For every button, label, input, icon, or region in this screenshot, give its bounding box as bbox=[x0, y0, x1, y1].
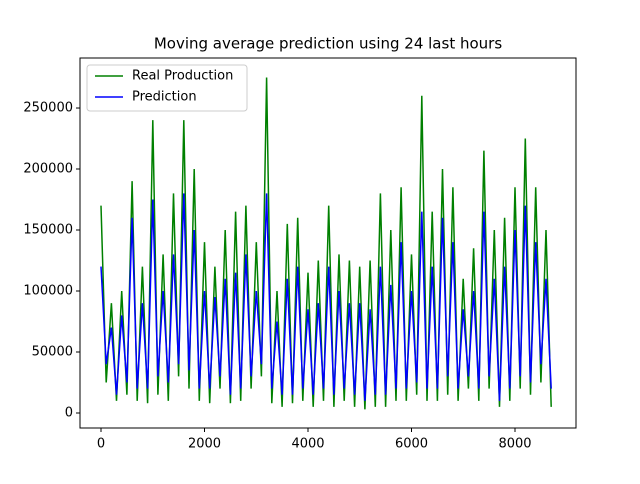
x-tick-label: 0 bbox=[97, 437, 105, 452]
legend-label: Prediction bbox=[132, 90, 197, 105]
y-tick-label: 150000 bbox=[23, 223, 73, 238]
legend: Real Production Prediction bbox=[86, 64, 248, 112]
x-tick-label: 2000 bbox=[188, 437, 221, 452]
y-tick-label: 200000 bbox=[23, 162, 73, 177]
chart-title: Moving average prediction using 24 last … bbox=[154, 35, 502, 53]
x-tick-label: 6000 bbox=[395, 437, 428, 452]
y-tick-label: 250000 bbox=[23, 101, 73, 116]
series-line bbox=[100, 77, 552, 410]
legend-label: Real Production bbox=[132, 69, 233, 84]
axes-frame bbox=[79, 57, 577, 429]
x-tick-label: 4000 bbox=[291, 437, 324, 452]
y-tick-label: 50000 bbox=[32, 344, 73, 359]
series-line bbox=[100, 193, 552, 401]
plot-area bbox=[100, 77, 552, 410]
legend-box bbox=[86, 64, 248, 112]
x-tick-label: 8000 bbox=[498, 437, 531, 452]
y-tick-label: 100000 bbox=[23, 284, 73, 299]
y-tick-label: 0 bbox=[65, 405, 73, 420]
